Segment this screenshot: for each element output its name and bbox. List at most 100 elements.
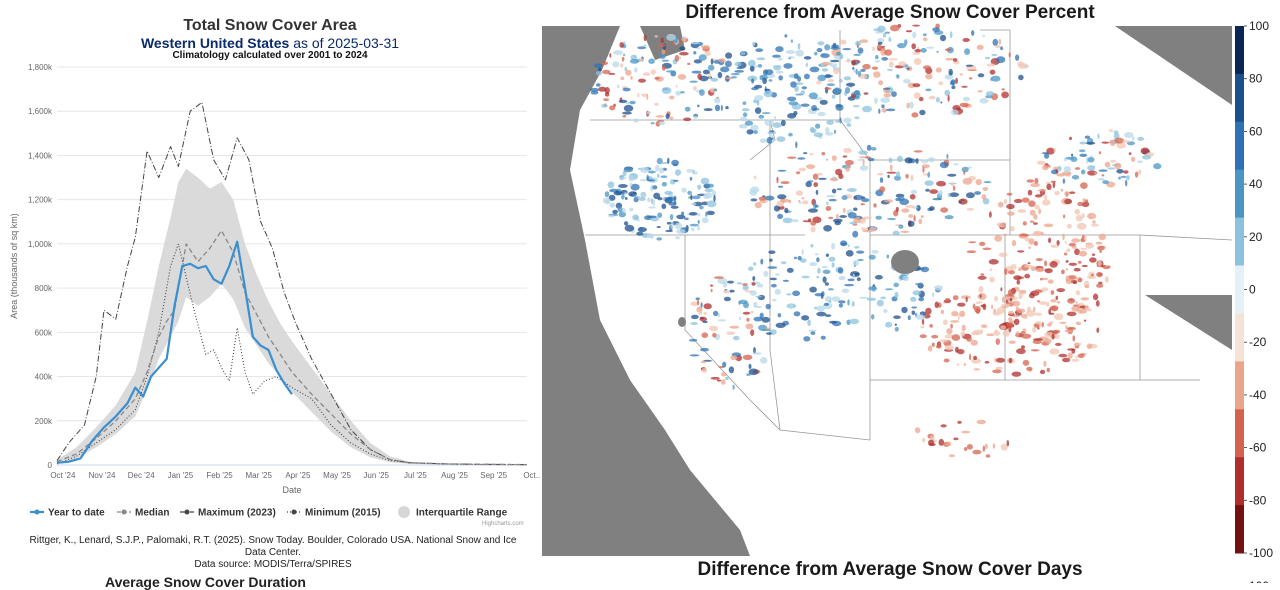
- snow-patch: [758, 114, 765, 119]
- snow-patch: [1015, 54, 1020, 61]
- snow-patch: [978, 286, 984, 293]
- snow-patch: [653, 192, 661, 199]
- y-tick-label: 1,400k: [28, 151, 53, 160]
- snow-patch: [638, 227, 643, 230]
- snow-patch: [636, 231, 644, 236]
- snow-patch: [673, 179, 679, 182]
- legend-item[interactable]: Year to date: [30, 508, 105, 519]
- snow-patch: [995, 357, 1005, 363]
- snow-patch: [887, 174, 890, 179]
- legend-item[interactable]: Minimum (2015): [287, 508, 381, 519]
- snow-patch: [1079, 309, 1087, 314]
- legend-item[interactable]: Median: [117, 508, 169, 519]
- snow-patch: [803, 336, 811, 342]
- snow-patch: [859, 296, 869, 299]
- snow-patch: [1050, 299, 1057, 303]
- snow-patch: [932, 197, 943, 201]
- snow-patch: [810, 243, 814, 248]
- snow-patch: [784, 207, 789, 214]
- snow-patch: [819, 99, 828, 105]
- snow-patch: [934, 301, 939, 309]
- snow-patch: [777, 313, 782, 318]
- snow-patch: [742, 101, 747, 105]
- snow-patch: [742, 311, 751, 315]
- snow-patch: [909, 65, 913, 72]
- snow-patch: [759, 138, 767, 144]
- snow-patch: [843, 117, 852, 124]
- snow-patch: [736, 282, 743, 285]
- snow-patch: [890, 24, 900, 32]
- snow-patch: [681, 36, 684, 41]
- snow-patch: [681, 187, 687, 193]
- snow-patch: [1091, 273, 1094, 277]
- snow-patch: [743, 301, 749, 309]
- snow-patch: [753, 301, 758, 308]
- snow-patch: [927, 157, 936, 163]
- snow-patch: [936, 180, 947, 187]
- snow-patch: [629, 207, 634, 212]
- snow-patch: [732, 384, 735, 390]
- snow-patch: [859, 39, 869, 43]
- snow-patch: [1060, 188, 1064, 192]
- snow-patch: [834, 120, 841, 123]
- snow-patch: [803, 73, 810, 80]
- snow-patch: [912, 290, 922, 296]
- snow-patch: [826, 201, 829, 205]
- snow-patch: [916, 205, 921, 212]
- snow-patch: [695, 297, 700, 301]
- legend-label: Median: [135, 508, 169, 519]
- snow-patch: [763, 270, 769, 277]
- snow-patch: [609, 105, 616, 111]
- legend-item[interactable]: Interquartile Range: [398, 506, 508, 519]
- snow-patch: [764, 69, 774, 75]
- snow-patch: [1049, 261, 1058, 268]
- snow-patch: [801, 248, 804, 255]
- snow-patch: [931, 334, 939, 339]
- snow-patch: [1017, 250, 1025, 253]
- snow-patch: [929, 206, 935, 211]
- snow-patch: [951, 182, 954, 187]
- snow-patch: [979, 294, 982, 298]
- snow-patch: [717, 277, 727, 285]
- snow-patch: [1071, 358, 1080, 362]
- snow-patch: [871, 66, 879, 70]
- snow-patch: [646, 174, 649, 181]
- snow-patch: [847, 278, 855, 282]
- snow-patch: [1016, 308, 1026, 314]
- legend-item[interactable]: Maximum (2023): [180, 508, 276, 519]
- snow-patch: [660, 175, 668, 178]
- snow-patch: [769, 130, 775, 133]
- snow-patch: [894, 326, 899, 332]
- snow-patch: [604, 87, 610, 94]
- chart-title: Total Snow Cover Area: [183, 17, 357, 34]
- snow-patch: [1027, 306, 1031, 312]
- snow-patch: [937, 190, 943, 196]
- snow-patch: [878, 108, 881, 114]
- snow-patch: [774, 288, 781, 295]
- snow-patch: [1057, 165, 1062, 172]
- y-tick-label: 1,600k: [28, 107, 53, 116]
- snow-patch: [684, 106, 691, 112]
- snow-patch: [1056, 288, 1066, 293]
- snow-patch: [911, 310, 916, 315]
- x-axis-title: Date: [282, 485, 301, 495]
- highcharts-credit[interactable]: Highcharts.com: [482, 521, 524, 527]
- snow-patch: [877, 41, 883, 45]
- snow-patch: [980, 304, 986, 308]
- snow-patch: [750, 310, 754, 314]
- snow-patch: [782, 279, 789, 282]
- snow-patch: [838, 78, 843, 83]
- snow-patch: [777, 169, 787, 172]
- snow-patch: [769, 277, 777, 281]
- snow-patch: [801, 197, 805, 200]
- snow-patch: [1033, 338, 1043, 341]
- y-tick-label: 800k: [35, 284, 53, 293]
- snow-patch: [952, 295, 959, 301]
- snow-patch: [934, 285, 943, 291]
- snow-patch: [884, 288, 894, 291]
- snow-patch: [771, 283, 777, 288]
- snow-patch: [893, 315, 901, 320]
- snow-patch: [855, 40, 862, 47]
- snow-patch: [830, 59, 840, 63]
- snow-patch: [1066, 223, 1072, 229]
